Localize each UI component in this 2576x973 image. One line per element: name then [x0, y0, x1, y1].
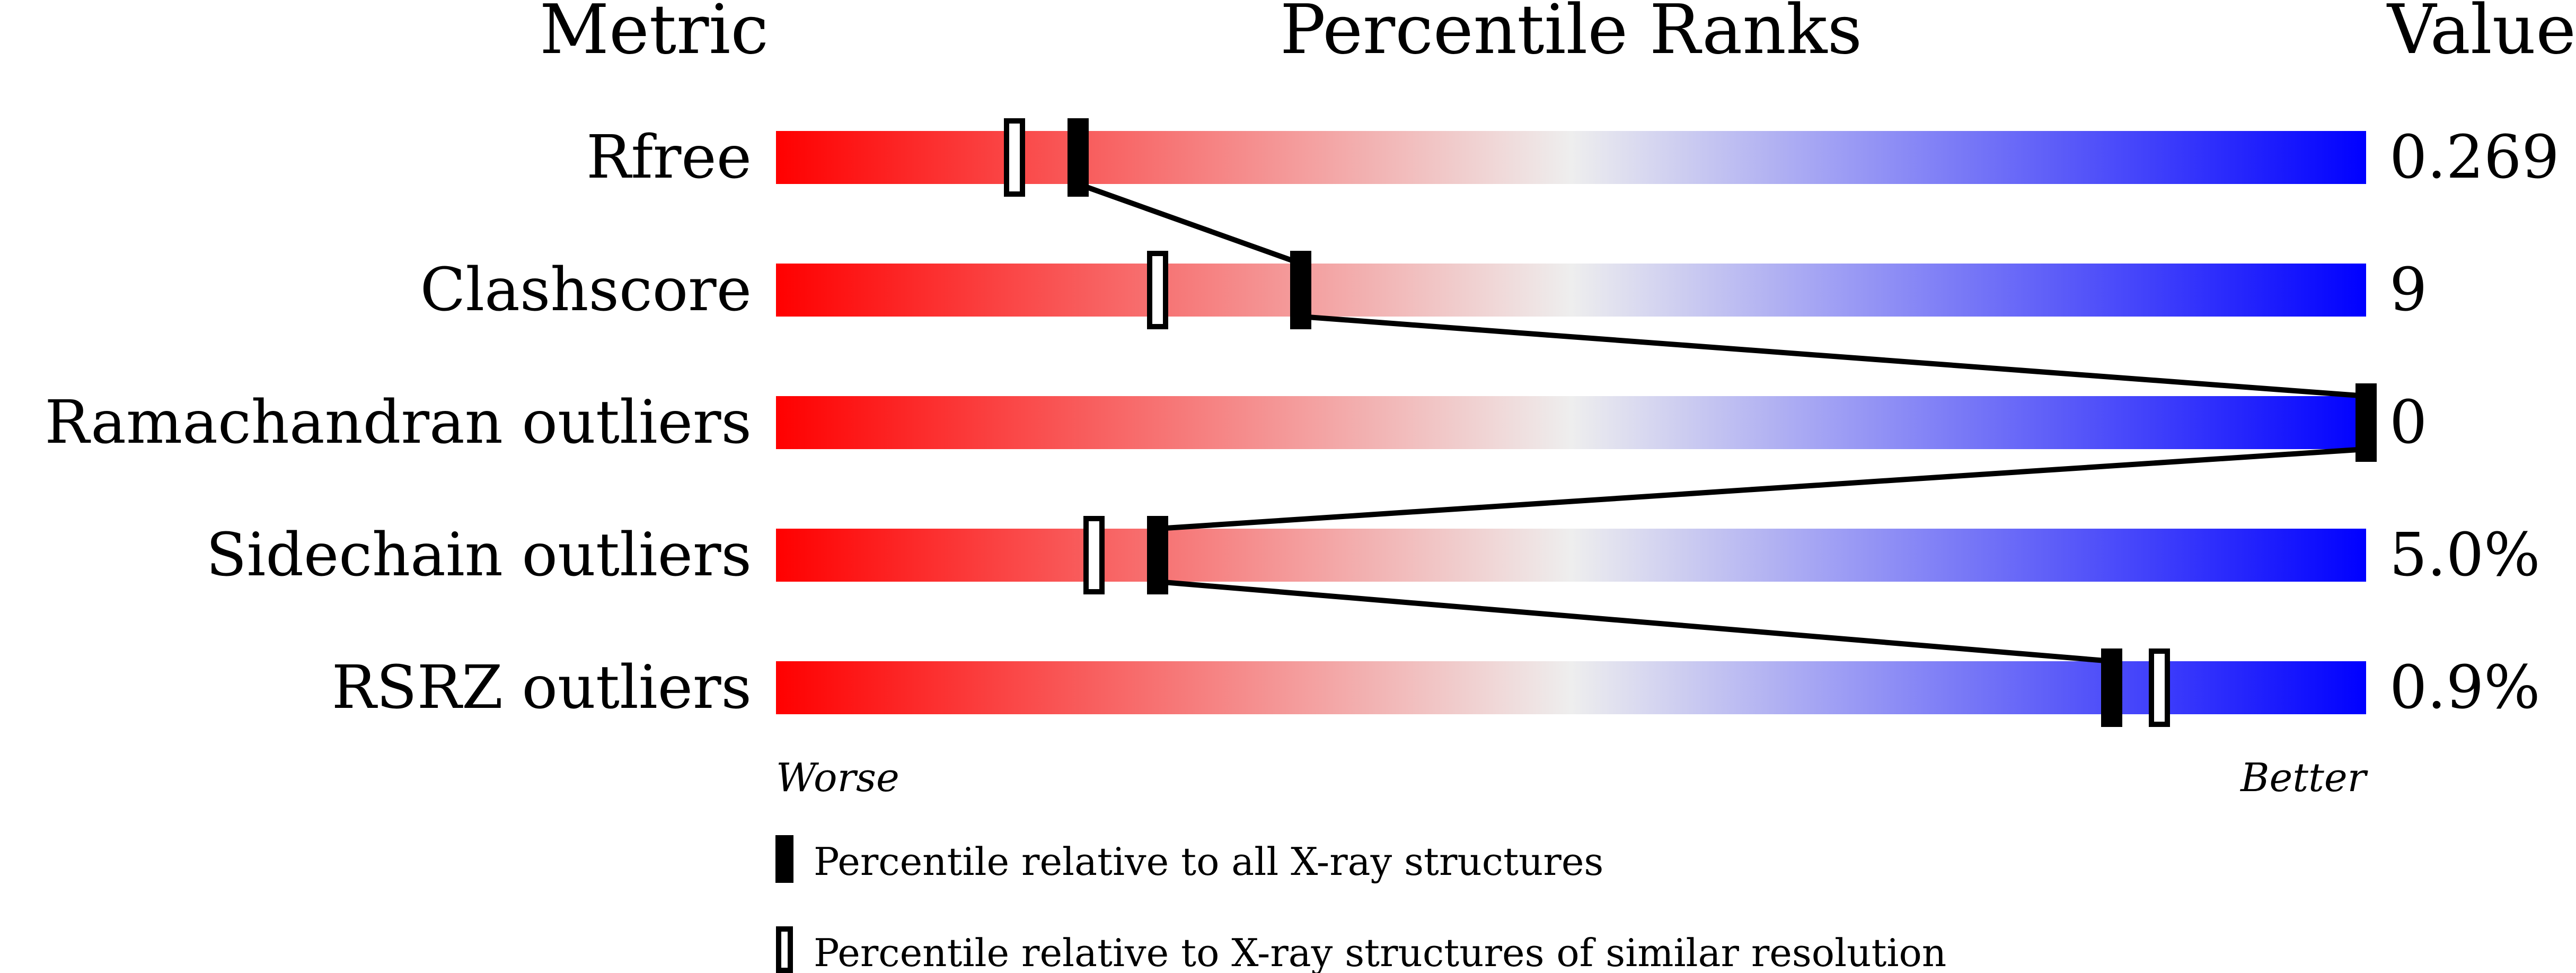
marker-similar-clashscore	[1147, 251, 1168, 329]
percentile-bar-rsrz-outliers	[776, 661, 2366, 714]
header-value: Value	[2386, 0, 2576, 69]
metric-label-ramachandran-outliers: Ramachandran outliers	[45, 388, 752, 457]
connector-line	[1300, 314, 2367, 399]
percentile-bar-sidechain-outliers	[776, 529, 2366, 582]
header-percentile-ranks: Percentile Ranks	[1280, 0, 1862, 69]
marker-similar-rsrz-outliers	[2149, 648, 2170, 727]
marker-similar-rfree	[1004, 118, 1025, 197]
header-metric: Metric	[540, 0, 769, 69]
connector-line	[1077, 181, 1302, 266]
marker-all-sidechain-outliers	[1147, 516, 1168, 594]
metric-label-sidechain-outliers: Sidechain outliers	[206, 521, 752, 590]
metric-value-rsrz-outliers: 0.9%	[2389, 653, 2540, 722]
axis-label-better: Better	[2239, 755, 2368, 801]
legend-open-marker	[776, 926, 793, 973]
marker-all-ramachandran-outliers	[2356, 383, 2377, 462]
legend-similar-label: Percentile relative to X-ray structures …	[814, 931, 1946, 973]
connector-line	[1157, 579, 2112, 664]
marker-all-rfree	[1068, 118, 1089, 197]
marker-all-rsrz-outliers	[2101, 648, 2122, 727]
metric-value-clashscore: 9	[2389, 256, 2427, 325]
metric-label-clashscore: Clashscore	[420, 256, 752, 325]
connector-line	[1157, 446, 2367, 531]
metric-label-rfree: Rfree	[586, 123, 752, 192]
marker-similar-sidechain-outliers	[1083, 516, 1105, 594]
percentile-bar-ramachandran-outliers	[776, 396, 2366, 449]
legend-all-label: Percentile relative to all X-ray structu…	[814, 839, 1603, 884]
metric-value-rfree: 0.269	[2389, 123, 2560, 192]
axis-label-worse: Worse	[776, 755, 899, 801]
legend-filled-marker	[775, 835, 793, 883]
percentile-bar-clashscore	[776, 264, 2366, 317]
metric-value-sidechain-outliers: 5.0%	[2389, 521, 2540, 590]
metric-label-rsrz-outliers: RSRZ outliers	[332, 653, 752, 722]
percentile-bar-rfree	[776, 131, 2366, 184]
metric-value-ramachandran-outliers: 0	[2389, 388, 2427, 457]
marker-all-clashscore	[1290, 251, 1311, 329]
